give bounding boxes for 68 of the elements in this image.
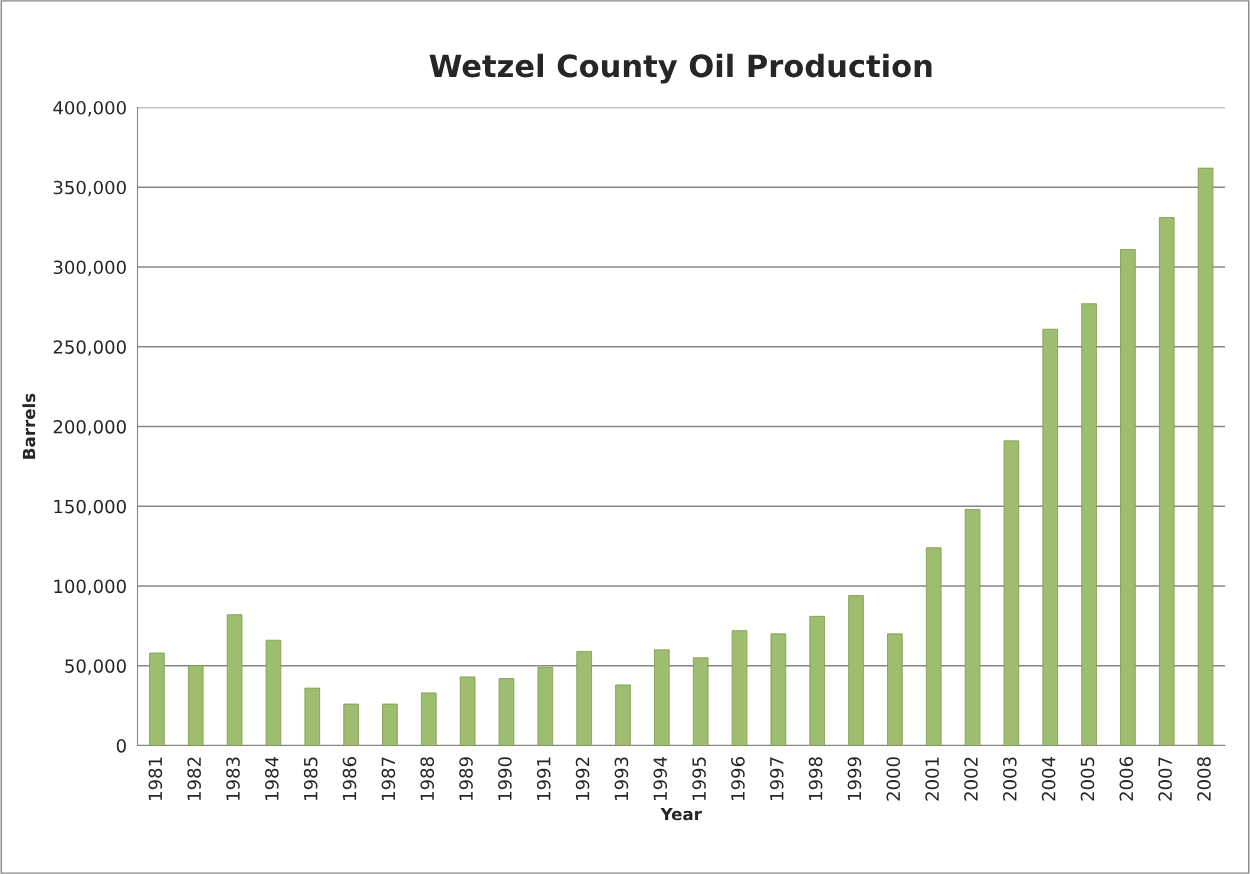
bar: [887, 633, 903, 746]
bar: [1081, 303, 1097, 746]
x-tick-label: 1990: [498, 757, 512, 800]
x-tick-label: 1985: [303, 757, 318, 800]
bar: [770, 633, 787, 746]
y-tick-label: 0: [116, 738, 126, 753]
x-tick-label: 1983: [226, 757, 240, 800]
bar: [382, 703, 398, 746]
x-tick-label: 1986: [342, 757, 357, 800]
bar: [615, 684, 631, 746]
x-tick-label: 2000: [886, 757, 901, 801]
chart-title: Wetzel County Oil Production: [429, 53, 932, 84]
bar: [1197, 167, 1214, 746]
bar: [149, 652, 165, 746]
x-tick-label: 1984: [265, 756, 279, 800]
bar: [498, 678, 515, 746]
bar: [964, 509, 981, 746]
y-tick-label: 400,000: [53, 100, 126, 117]
x-tick-label: 1988: [420, 757, 435, 800]
x-tick-label: 2007: [1158, 757, 1172, 801]
x-tick-label: 1997: [769, 757, 784, 800]
x-tick-label: 1998: [808, 757, 823, 800]
y-tick-label: 250,000: [53, 340, 126, 356]
x-tick-label: 1982: [187, 757, 201, 800]
y-tick-label: 300,000: [53, 260, 126, 276]
x-tick-label: 1993: [614, 757, 629, 800]
y-tick-label: 350,000: [53, 180, 126, 197]
x-tick-label: 1999: [847, 757, 862, 800]
x-tick-label: 2005: [1080, 757, 1095, 801]
bar: [187, 665, 204, 746]
bar: [692, 657, 709, 746]
bar: [265, 639, 282, 746]
bar: [421, 692, 437, 746]
bar: [848, 595, 864, 746]
bar: [343, 703, 359, 746]
bar: [304, 687, 321, 746]
y-axis-title: Barrels: [22, 393, 36, 459]
x-tick-label: 1989: [459, 757, 473, 800]
x-tick-label: 2006: [1119, 757, 1134, 801]
x-tick-label: 2003: [1002, 757, 1017, 801]
bar: [731, 630, 748, 746]
x-tick-label: 1992: [575, 757, 590, 800]
x-tick-label: 2008: [1197, 757, 1211, 801]
x-tick-label: 1987: [381, 757, 396, 800]
bar: [1003, 440, 1020, 746]
x-tick-label: 1996: [731, 757, 745, 800]
bar: [226, 614, 243, 746]
bar: [809, 615, 825, 746]
bar: [1158, 217, 1175, 746]
x-tick-label: 2002: [964, 757, 978, 801]
bar: [537, 666, 554, 746]
x-axis-title: Year: [660, 807, 702, 821]
y-tick-label: 50,000: [65, 659, 126, 675]
bar: [1120, 249, 1136, 746]
x-tick-label: 1981: [148, 757, 163, 800]
bar: [654, 649, 670, 746]
bar: [925, 547, 942, 746]
x-tick-label: 1991: [536, 757, 551, 800]
x-tick-label: 1995: [692, 757, 706, 800]
bar: [1042, 328, 1059, 746]
x-tick-label: 2001: [925, 757, 939, 801]
y-tick-label: 100,000: [54, 579, 126, 595]
bar: [576, 650, 592, 746]
bar: [459, 676, 476, 746]
x-tick-label: 1994: [653, 756, 668, 800]
y-tick-label: 150,000: [54, 499, 126, 516]
x-tick-label: 2004: [1041, 756, 1056, 801]
y-tick-label: 200,000: [53, 419, 126, 436]
